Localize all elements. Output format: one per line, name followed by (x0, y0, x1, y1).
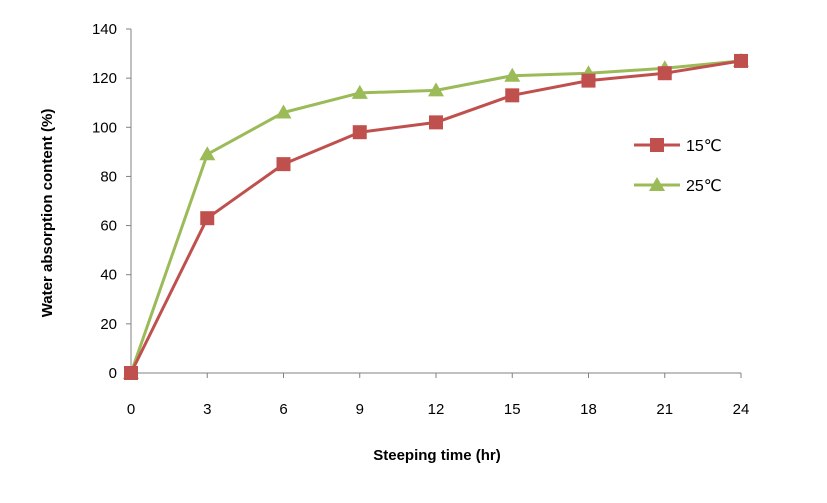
x-axis-title: Steeping time (hr) (373, 447, 501, 464)
data-point (275, 104, 292, 119)
legend-item: 15℃ (634, 138, 722, 155)
data-point (428, 82, 444, 97)
data-point (657, 66, 672, 81)
x-axis-ticks: 0 3 6 9 12 15 18 21 24 (127, 373, 750, 418)
x-tick-label: 18 (580, 401, 597, 418)
data-point (200, 211, 215, 226)
data-point (504, 67, 521, 82)
x-tick-label: 24 (733, 401, 750, 418)
legend-label: 25℃ (686, 178, 722, 195)
x-tick-label: 15 (504, 401, 521, 418)
x-tick-label: 3 (203, 401, 211, 418)
legend: 15℃ 25℃ (634, 138, 722, 195)
data-point (351, 84, 368, 99)
y-tick-label: 40 (100, 267, 117, 284)
x-tick-label: 6 (279, 401, 287, 418)
x-tick-label: 21 (656, 401, 673, 418)
y-tick-label: 100 (92, 119, 117, 136)
series-line (129, 59, 742, 374)
series-25c (123, 52, 749, 379)
x-tick-label: 9 (356, 401, 364, 418)
series-15c (124, 53, 748, 380)
data-point (734, 53, 748, 68)
data-point (581, 73, 596, 88)
y-tick-label: 60 (100, 218, 117, 235)
x-tick-label: 0 (127, 401, 135, 418)
series-layer (123, 52, 749, 380)
y-tick-label: 0 (109, 365, 117, 382)
y-axis-ticks: 0 20 40 60 80 100 120 140 (92, 21, 131, 382)
data-point (199, 146, 216, 161)
y-tick-label: 80 (100, 168, 117, 185)
legend-item: 25℃ (634, 177, 722, 195)
x-tick-label: 12 (428, 401, 445, 418)
legend-marker (649, 177, 665, 191)
data-point (429, 115, 443, 130)
data-point (352, 125, 367, 140)
series-line (129, 59, 742, 374)
y-tick-label: 120 (92, 70, 117, 87)
legend-marker (650, 138, 664, 152)
data-point (124, 366, 138, 380)
legend-label: 15℃ (686, 138, 722, 155)
y-tick-label: 20 (100, 316, 117, 333)
data-point (276, 157, 291, 172)
data-point (505, 88, 520, 103)
axes (130, 29, 741, 374)
y-axis-title: Water absorption content (%) (39, 109, 56, 318)
y-tick-label: 140 (92, 21, 117, 38)
